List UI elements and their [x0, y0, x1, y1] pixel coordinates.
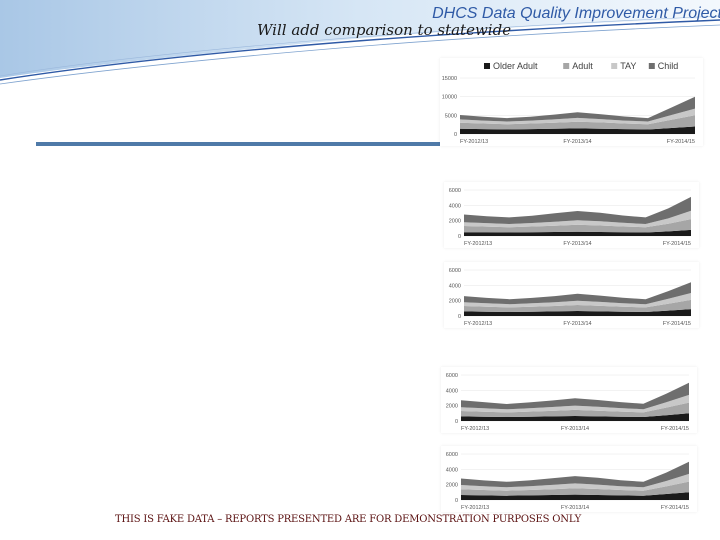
chart-panel-4: 0 2000 4000 6000 FY-2012/13 FY-2013/14 FY-2014…: [441, 367, 697, 433]
y-tick-label: 10000: [442, 95, 457, 101]
area-series-adult: [464, 219, 691, 233]
y-tick-label: 0: [454, 132, 457, 138]
area-series-older-adult: [461, 413, 689, 421]
area-series-child: [460, 96, 695, 122]
area-series-child: [464, 282, 691, 305]
y-tick-label: 6000: [446, 373, 458, 379]
x-tick-label: FY-2013/14: [561, 426, 589, 432]
x-tick-label: FY-2012/13: [464, 241, 492, 247]
x-tick-label: FY-2012/13: [461, 426, 489, 432]
x-tick-label: FY-2013/14: [563, 321, 591, 327]
legend-label: Adult: [572, 61, 593, 71]
chart-panel-2: 0 2000 4000 6000 FY-2012/13 FY-2013/14 FY-2014…: [444, 182, 699, 248]
y-tick-label: 2000: [446, 483, 458, 489]
y-tick-label: 4000: [446, 388, 458, 394]
area-series-child: [461, 461, 689, 488]
area-series-tay: [464, 293, 691, 308]
header-swoosh: [0, 0, 720, 85]
y-tick-label: 0: [458, 314, 461, 320]
area-chart-4: 0 2000 4000 6000 FY-2012/13 FY-2013/14 FY-2014…: [446, 373, 689, 432]
area-series-older-adult: [464, 309, 691, 316]
chart-panel-5: 0 2000 4000 6000 FY-2012/13 FY-2013/14 FY-2014…: [441, 446, 697, 512]
y-tick-label: 0: [458, 234, 461, 240]
area-series-adult: [464, 299, 691, 312]
x-tick-label: FY-2014/15: [661, 426, 689, 432]
x-tick-label: FY-2014/15: [667, 139, 695, 145]
y-tick-label: 15000: [442, 76, 457, 82]
legend-swatch: [648, 63, 655, 69]
y-tick-label: 2000: [449, 219, 461, 225]
y-tick-label: 4000: [449, 203, 461, 209]
area-series-adult: [460, 115, 695, 130]
area-series-tay: [460, 108, 695, 125]
blue-divider: [36, 142, 440, 146]
x-tick-label: FY-2014/15: [663, 321, 691, 327]
legend-label: Older Adult: [493, 61, 538, 71]
area-chart-2: 0 2000 4000 6000 FY-2012/13 FY-2013/14 FY-2014…: [449, 188, 691, 247]
area-series-adult: [461, 402, 689, 417]
area-series-older-adult: [461, 492, 689, 500]
y-tick-label: 6000: [446, 452, 458, 458]
area-series-older-adult: [460, 126, 695, 134]
x-tick-label: FY-2012/13: [461, 505, 489, 511]
x-tick-label: FY-2013/14: [561, 505, 589, 511]
y-tick-label: 2000: [449, 299, 461, 305]
chart-panel-1: Older Adult Adult TAY Child 0 5000 10000 15000 F…: [440, 58, 703, 146]
x-tick-label: FY-2012/13: [464, 321, 492, 327]
x-tick-label: FY-2013/14: [563, 139, 591, 145]
chart-panel-3: 0 2000 4000 6000 FY-2012/13 FY-2013/14 FY-2014…: [444, 262, 699, 328]
y-tick-label: 0: [455, 419, 458, 425]
y-tick-label: 4000: [446, 467, 458, 473]
area-chart-1: Older Adult Adult TAY Child 0 5000 10000 15000 F…: [442, 61, 695, 145]
legend-swatch: [563, 63, 570, 69]
area-series-tay: [464, 210, 691, 228]
subtitle: Will add comparison to statewide: [257, 21, 512, 39]
y-tick-label: 6000: [449, 268, 461, 274]
area-series-tay: [461, 473, 689, 491]
area-series-child: [464, 196, 691, 224]
area-series-tay: [461, 394, 689, 413]
x-tick-label: FY-2012/13: [460, 139, 488, 145]
disclaimer-note: THIS IS FAKE DATA – REPORTS PRESENTED AR…: [115, 514, 582, 525]
y-tick-label: 6000: [449, 188, 461, 194]
x-tick-label: FY-2014/15: [663, 241, 691, 247]
legend-label: Child: [658, 61, 679, 71]
y-tick-label: 4000: [449, 283, 461, 289]
y-tick-label: 5000: [445, 113, 457, 119]
area-series-adult: [461, 481, 689, 496]
x-tick-label: FY-2014/15: [661, 505, 689, 511]
legend-swatch: [611, 63, 618, 69]
header-title: DHCS Data Quality Improvement Project: [432, 5, 720, 22]
legend-swatch: [484, 63, 490, 69]
area-series-child: [461, 382, 689, 410]
area-chart-3: 0 2000 4000 6000 FY-2012/13 FY-2013/14 FY-2014…: [449, 268, 691, 327]
x-tick-label: FY-2013/14: [563, 241, 591, 247]
area-chart-5: 0 2000 4000 6000 FY-2012/13 FY-2013/14 FY-2014…: [446, 452, 689, 511]
y-tick-label: 2000: [446, 404, 458, 410]
area-series-older-adult: [464, 229, 691, 236]
y-tick-label: 0: [455, 498, 458, 504]
legend-label: TAY: [620, 61, 636, 71]
